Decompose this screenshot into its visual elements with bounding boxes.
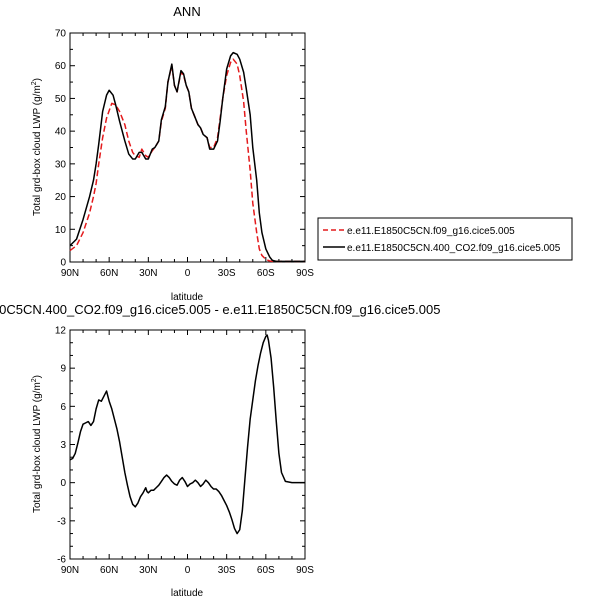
top-series-line-1 [69,51,305,263]
bottom-y-tick-label: 0 [60,478,66,489]
top-title: ANN [173,4,200,19]
top-x-tick-label: 30N [139,268,157,279]
top-x-tick-label: 90S [296,268,314,279]
top-y-tick-label: 30 [55,159,67,170]
top-x-tick-label: 0 [185,268,191,279]
top-y-tick-label: 70 [55,29,67,40]
legend-label-co2: e.e11.E1850C5CN.400_CO2.f09_g16.cice5.00… [347,243,561,254]
bottom-y-axis-label: Total grd-box cloud LWP (g/m2) [31,375,43,513]
bottom-y-tick-label: 6 [60,402,66,413]
bottom-panel: e.e11.E1850C5CN.400_CO2.f09_g16.cice5.00… [0,302,440,599]
bottom-title: e.e11.E1850C5CN.400_CO2.f09_g16.cice5.00… [0,302,440,317]
bottom-x-tick-label: 0 [185,565,191,576]
top-y-tick-label: 50 [55,94,67,105]
top-y-tick-label: 10 [55,225,67,236]
top-y-tick-label: 40 [55,127,67,138]
bottom-series-lines [69,334,305,535]
bottom-series-line-0 [69,334,305,535]
bottom-y-ticks: -6 -3 0 3 6 9 12 [55,326,305,566]
top-y-tick-label: 60 [55,61,67,72]
bottom-y-tick-label: -6 [57,555,66,566]
top-y-tick-label: 0 [60,258,66,269]
bottom-x-axis-label: latitude [171,588,204,599]
top-x-tick-label: 90N [61,268,79,279]
bottom-x-tick-label: 30S [218,565,236,576]
bottom-y-axis-label-end: ) [32,375,43,378]
legend-box [317,217,573,261]
top-y-axis-label-main: Total grd-box cloud LWP (g/m [32,85,43,216]
bottom-x-ticks: 90N 60N 30N 0 30S 60S 90S [61,330,314,576]
top-x-tick-label: 30S [218,268,236,279]
top-y-ticks: 0 10 20 30 40 50 60 70 [55,29,305,269]
bottom-y-tick-label: 9 [60,364,66,375]
top-y-axis-label: Total grd-box cloud LWP (g/m2) [31,78,43,216]
top-series-line-0 [69,58,305,263]
top-y-axis-label-end: ) [32,78,43,81]
bottom-x-tick-label: 30N [139,565,157,576]
top-x-ticks: 90N 60N 30N 0 30S 60S 90S [61,33,314,279]
bottom-y-tick-label: -3 [57,516,66,527]
legend: e.e11.E1850C5CN.f09_g16.cice5.005 e.e11.… [317,217,573,261]
top-y-axis-label-sup: 2 [31,81,38,85]
bottom-y-tick-label: 12 [55,326,67,337]
bottom-y-axis-label-sup: 2 [31,378,38,382]
bottom-plot-frame [69,329,306,560]
bottom-x-tick-label: 90N [61,565,79,576]
bottom-x-tick-label: 60N [100,565,118,576]
bottom-x-tick-label: 60S [257,565,275,576]
bottom-x-tick-label: 90S [296,565,314,576]
top-x-tick-label: 60S [257,268,275,279]
bottom-y-axis-label-main: Total grd-box cloud LWP (g/m [32,382,43,513]
top-x-axis-label: latitude [171,292,204,303]
top-plot-frame [69,32,306,263]
legend-label-control: e.e11.E1850C5CN.f09_g16.cice5.005 [347,226,515,237]
top-x-tick-label: 60N [100,268,118,279]
top-series-lines [69,51,305,263]
bottom-y-tick-label: 3 [60,440,66,451]
top-y-tick-label: 20 [55,192,67,203]
